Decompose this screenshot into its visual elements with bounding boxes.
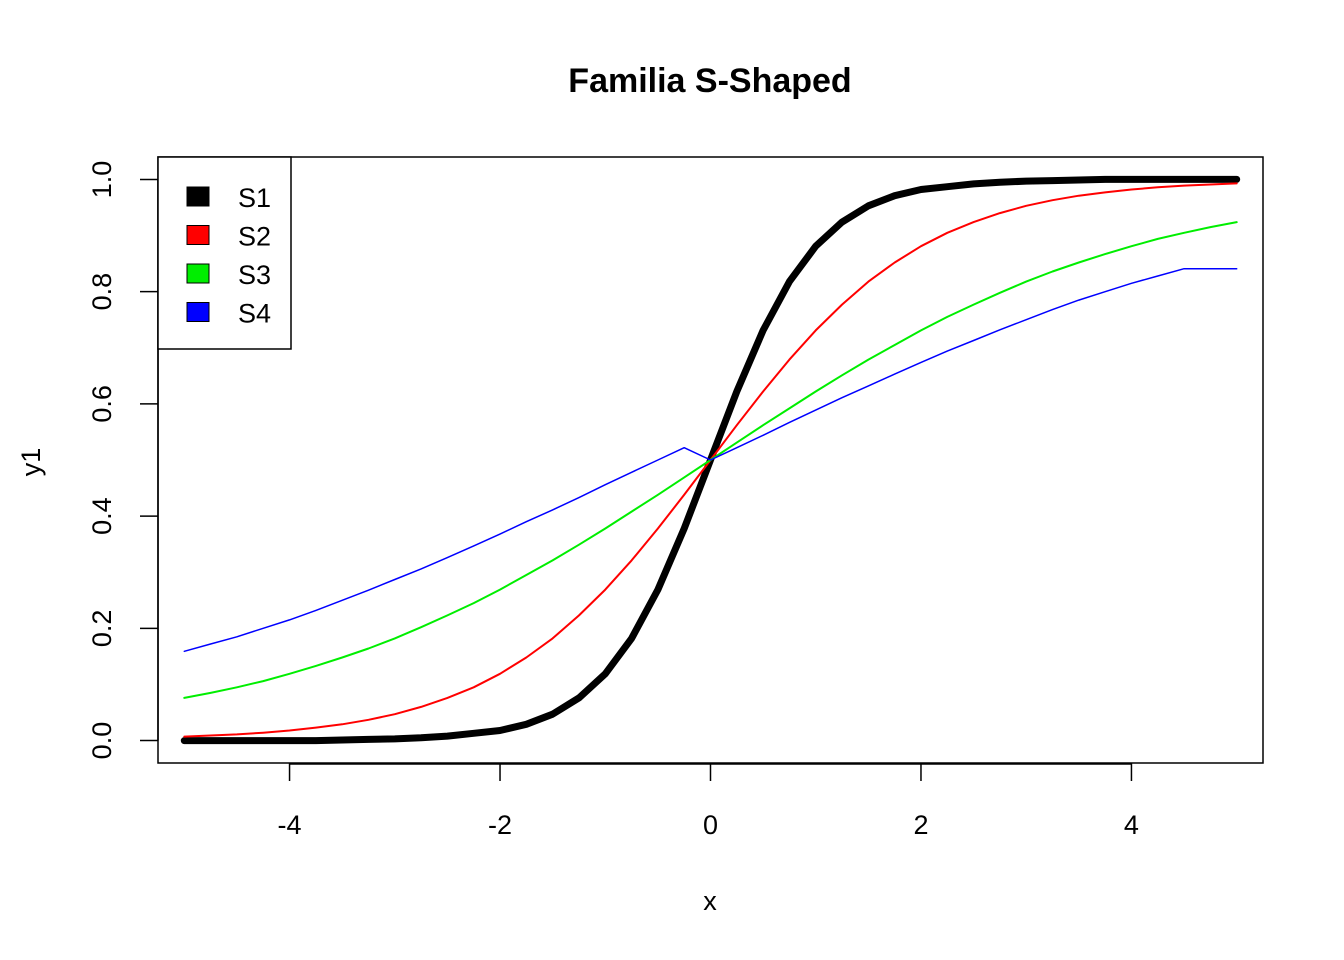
y-tick-label: 0.0 bbox=[87, 722, 117, 760]
legend-label-s2: S2 bbox=[238, 222, 271, 252]
y-axis-label: y1 bbox=[16, 448, 46, 477]
y-tick-label: 0.6 bbox=[87, 385, 117, 423]
legend-swatch-s4 bbox=[186, 302, 210, 322]
x-tick-label: -4 bbox=[278, 810, 302, 840]
series-line-s4 bbox=[183, 267, 1238, 653]
x-tick-label: -2 bbox=[488, 810, 512, 840]
x-tick-label: 0 bbox=[703, 810, 718, 840]
y-axis: 0.0 0.2 0.4 0.6 0.8 1.0 bbox=[87, 161, 159, 760]
y-tick-label: 1.0 bbox=[87, 161, 117, 199]
y-tick-label: 0.4 bbox=[87, 497, 117, 535]
legend-label-s3: S3 bbox=[238, 260, 271, 290]
chart-title: Familia S-Shaped bbox=[568, 62, 851, 100]
legend-label-s4: S4 bbox=[238, 299, 271, 329]
x-tick-label: 2 bbox=[913, 810, 928, 840]
series-layer bbox=[180, 175, 1241, 745]
legend: S1 S2 S3 S4 bbox=[157, 156, 292, 350]
legend-label-s1: S1 bbox=[238, 183, 271, 213]
legend-box bbox=[157, 156, 292, 350]
x-axis-label: x bbox=[703, 886, 717, 916]
x-axis: -4 -2 0 2 4 bbox=[278, 763, 1139, 840]
legend-swatch-s2 bbox=[186, 225, 210, 245]
y-tick-label: 0.8 bbox=[87, 273, 117, 311]
legend-swatch-s1 bbox=[186, 186, 210, 207]
legend-swatch-s3 bbox=[186, 263, 210, 284]
y-tick-label: 0.2 bbox=[87, 610, 117, 648]
x-tick-label: 4 bbox=[1124, 810, 1139, 840]
